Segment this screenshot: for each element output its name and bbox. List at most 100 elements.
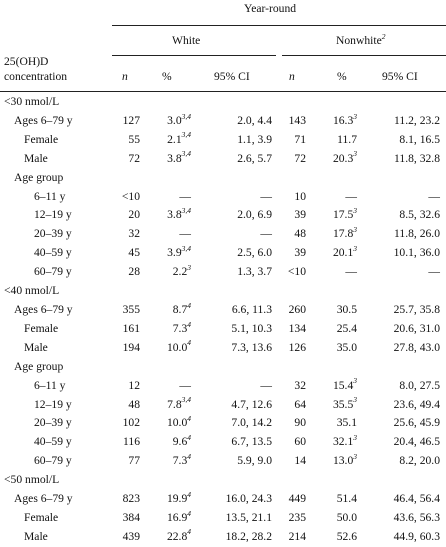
footnote-marker: 3,4 (181, 243, 191, 253)
white-n-cell: 12 (112, 377, 142, 396)
nonwhite-pct-cell-value: 13.0 (332, 454, 354, 468)
nonwhite-pct-cell-value: 51.4 (336, 492, 357, 506)
nonwhite-n-cell-value: 72 (294, 151, 306, 165)
table-row: Ages 6–79 y 355 8.74 6.6, 11.3 260 30.5 25.7, … (0, 301, 446, 320)
white-ci-cell: 2.0, 6.9 (200, 206, 278, 225)
white-n-cell: 77 (112, 452, 142, 471)
footnote-marker: 4 (187, 338, 191, 348)
footnote-marker: 4 (187, 527, 191, 537)
nonwhite-n-cell-value: 60 (294, 435, 306, 449)
nonwhite-n-cell-value: 10 (294, 189, 306, 203)
footnote-marker: 3 (353, 243, 357, 253)
white-n-cell-value: 102 (122, 416, 140, 430)
white-ci-cell-value: — (260, 189, 272, 203)
nonwhite-ci-cell-value: 27.8, 43.0 (393, 340, 440, 354)
white-n-cell: 823 (112, 490, 142, 509)
nonwhite-ci-cell: — (366, 263, 446, 282)
white-n-cell-value: 116 (123, 435, 140, 449)
nonwhite-ci-cell: 8.0, 27.5 (366, 377, 446, 396)
nonwhite-pct-cell-value: 17.5 (332, 208, 354, 222)
white-ci-cell-value: 1.3, 3.7 (237, 265, 272, 279)
white-n-cell: 55 (112, 131, 142, 150)
white-ci-cell: 7.3, 13.6 (200, 339, 278, 358)
white-ci-cell: 7.0, 14.2 (200, 414, 278, 433)
white-n-cell-value: 161 (122, 321, 140, 335)
nonwhite-n-cell: 10 (278, 188, 308, 207)
table-row: 6–11 y 12— —32 15.43 8.0, 27.5 (0, 377, 446, 396)
nonwhite-ci-cell-value: 11.2, 23.2 (394, 113, 440, 127)
empty-cell (278, 471, 308, 490)
white-ci-cell: 13.5, 21.1 (200, 509, 278, 528)
table-row: 6–11 y <10 — — 10 — — (0, 188, 446, 207)
white-n-heading: n (122, 70, 128, 83)
white-ci-cell: 1.1, 3.9 (200, 131, 278, 150)
empty-cell (278, 282, 308, 301)
white-pct-cell: 3.93,4 (142, 244, 200, 263)
footnote-marker: 4 (187, 508, 191, 518)
table-row: Male 72 3.83,4 2.6, 5.7 72 20.33 11.8, 32.8 (0, 150, 446, 169)
table-row: <30 nmol/L (0, 93, 446, 112)
empty-cell (308, 282, 366, 301)
table-row: Ages 6–79 y 823 19.94 16.0, 24.3 449 51.4 46.4… (0, 490, 446, 509)
nonwhite-pct-cell: — (308, 263, 366, 282)
nonwhite-ci-cell: 46.4, 56.4 (366, 490, 446, 509)
white-pct-cell: — (142, 377, 200, 396)
nonwhite-ci-cell-value: 25.6, 45.9 (393, 416, 440, 430)
nonwhite-n-cell-value: 39 (294, 208, 306, 222)
white-pct-cell-value: 3.9 (167, 246, 182, 260)
nonwhite-n-cell: 71 (278, 131, 308, 150)
white-ci-cell: 16.0, 24.3 (200, 490, 278, 509)
nonwhite-n-cell: 72 (278, 150, 308, 169)
footnote-marker: 3 (353, 224, 357, 234)
table-row: Age group (0, 358, 446, 377)
year-round-heading: Year-round (244, 2, 297, 15)
nonwhite-n-cell: 60 (278, 433, 308, 452)
table-row: 20–39 y 102 10.04 7.0, 14.2 90 35.1 25.6, 45.9 (0, 414, 446, 433)
footnote-marker: 4 (187, 319, 191, 329)
nonwhite-n-cell: 64 (278, 396, 308, 415)
nonwhite-pct-cell: 35.1 (308, 414, 366, 433)
header-bottom-rule (0, 91, 446, 92)
white-pct-cell-value: 16.9 (166, 510, 188, 524)
row-label: 60–79 y (34, 265, 72, 279)
nonwhite-n-heading: n (289, 70, 295, 83)
white-ci-cell-value: 13.5, 21.1 (225, 510, 272, 524)
nonwhite-ci-cell: 10.1, 36.0 (366, 244, 446, 263)
empty-cell (200, 282, 278, 301)
nonwhite-ci-cell: 27.8, 43.0 (366, 339, 446, 358)
white-ci-cell: — (200, 188, 278, 207)
empty-cell (142, 358, 200, 377)
footnote-marker: 3,4 (181, 206, 191, 216)
footnote-marker: 3,4 (181, 149, 191, 159)
nonwhite-pct-cell: 20.33 (308, 150, 366, 169)
nonwhite-n-cell: 143 (278, 112, 308, 131)
white-ci-cell-value: 18.2, 28.2 (225, 529, 272, 543)
nonwhite-ci-cell: 8.1, 16.5 (366, 131, 446, 150)
white-pct-cell-value: 10.0 (166, 416, 188, 430)
nonwhite-pct-cell: — (308, 188, 366, 207)
empty-cell (200, 93, 278, 112)
white-n-cell-value: 439 (122, 529, 140, 543)
nonwhite-ci-cell: — (366, 188, 446, 207)
white-pct-cell-value: 3.0 (167, 113, 182, 127)
row-label: 40–59 y (34, 435, 72, 449)
white-n-cell-value: 12 (128, 378, 140, 392)
nonwhite-n-cell-value: 260 (288, 302, 306, 316)
white-ci-cell-value: 1.1, 3.9 (237, 132, 272, 146)
nonwhite-n-cell-value: 134 (288, 321, 306, 335)
nonwhite-pct-cell-value: 11.7 (337, 132, 357, 146)
nonwhite-ci-cell-value: 8.0, 27.5 (399, 378, 440, 392)
white-pct-cell-value: 3.8 (167, 151, 182, 165)
white-n-cell: 355 (112, 301, 142, 320)
white-pct-cell: 10.04 (142, 414, 200, 433)
white-heading: White (172, 34, 201, 47)
white-ci-cell-value: 2.6, 5.7 (237, 151, 272, 165)
nonwhite-pct-cell: 35.0 (308, 339, 366, 358)
data-table: <30 nmol/L Ages 6–79 y 127 3.03,4 2.0, 4.4 14… (0, 93, 446, 547)
nonwhite-n-cell-value: <10 (287, 265, 306, 279)
white-pct-cell-value: 7.8 (167, 397, 182, 411)
nonwhite-ci-cell-value: 20.4, 46.5 (393, 435, 440, 449)
nonwhite-ci-cell: 44.9, 60.3 (366, 528, 446, 547)
footnote-marker: 3 (353, 432, 357, 442)
white-n-cell: 20 (112, 206, 142, 225)
